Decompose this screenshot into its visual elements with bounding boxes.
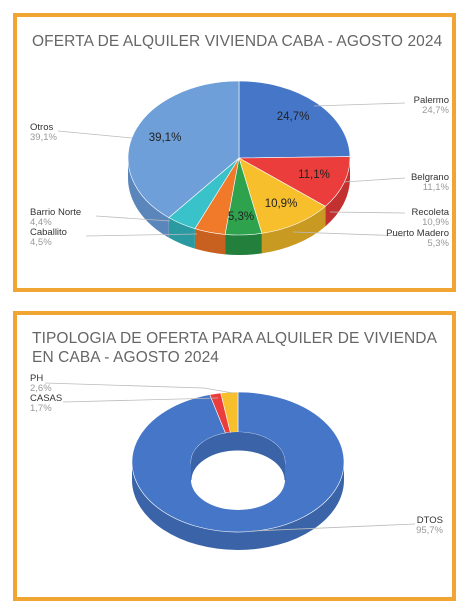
leader-line xyxy=(313,102,406,107)
legend-label-otros: Otros xyxy=(30,122,53,133)
slice-value-label: 10,9% xyxy=(265,198,298,210)
legend-value-barrio-norte: 4,4% xyxy=(30,217,52,228)
slice-belgrano xyxy=(237,156,351,207)
legend-value-recoleta: 10,9% xyxy=(422,217,449,228)
leader-line xyxy=(343,177,406,183)
legend-label-belgrano: Belgrano xyxy=(411,172,449,183)
legend-value-otros: 39,1% xyxy=(30,132,57,143)
leader-line xyxy=(292,231,406,237)
chart-title: OFERTA DE ALQUILER VIVIENDA CABA - AGOST… xyxy=(32,33,443,50)
legend-value-belgrano: 11,1% xyxy=(423,182,450,193)
slice-value-label: 24,7% xyxy=(277,111,310,123)
slice-side-belgrano xyxy=(325,158,350,227)
chart-title: TIPOLOGIA DE OFERTA PARA ALQUILER DE VIV… xyxy=(32,330,437,366)
slice-value-label: 39,1% xyxy=(149,132,182,144)
slice-palermo xyxy=(238,80,351,159)
slice-side-recoleta xyxy=(261,206,326,254)
leader-line xyxy=(251,523,416,532)
leader-line xyxy=(85,233,198,237)
legend-label-barrio-norte: Barrio Norte xyxy=(30,207,81,218)
legend-value-casas: 1,7% xyxy=(30,403,52,414)
leader-line xyxy=(62,397,219,403)
legend-label-recoleta: Recoleta xyxy=(412,207,450,218)
donut-inner-wall xyxy=(191,432,285,480)
slice-value-label: 5,3% xyxy=(228,211,254,223)
slice-recoleta xyxy=(238,157,326,234)
chart-0-plot xyxy=(127,80,351,255)
slice-side-puerto-madero xyxy=(225,233,262,255)
leader-line xyxy=(44,382,234,394)
legend-value-puerto-madero: 5,3% xyxy=(427,238,449,249)
legend-value-ph: 2,6% xyxy=(30,383,52,394)
legend-value-dtos: 95,7% xyxy=(416,525,443,536)
legend-label-ph: PH xyxy=(30,373,43,384)
slice-side-caballito xyxy=(194,228,226,255)
legend-label-puerto-madero: Puerto Madero xyxy=(386,228,449,239)
legend-label-palermo: Palermo xyxy=(414,95,449,106)
legend-value-palermo: 24,7% xyxy=(422,105,449,116)
slice-value-label: 11,1% xyxy=(298,169,330,181)
slice-side-barrio-norte xyxy=(168,217,195,249)
legend-label-dtos: DTOS xyxy=(417,515,443,526)
legend-label-casas: CASAS xyxy=(30,393,62,404)
slice-side-dtos xyxy=(132,462,344,550)
leader-line xyxy=(57,130,133,139)
slice-otros xyxy=(127,80,240,219)
legend-value-caballito: 4,5% xyxy=(30,237,52,248)
chart-1-plot xyxy=(131,391,345,550)
donut-hole-edge xyxy=(190,449,286,481)
slice-side-otros xyxy=(128,158,169,238)
leader-line xyxy=(95,215,171,222)
legend-label-caballito: Caballito xyxy=(30,227,67,238)
leader-line xyxy=(329,211,406,214)
donut-hole xyxy=(191,450,285,510)
offer-typology-panel: TIPOLOGIA DE OFERTA PARA ALQUILER DE VIV… xyxy=(13,311,456,601)
